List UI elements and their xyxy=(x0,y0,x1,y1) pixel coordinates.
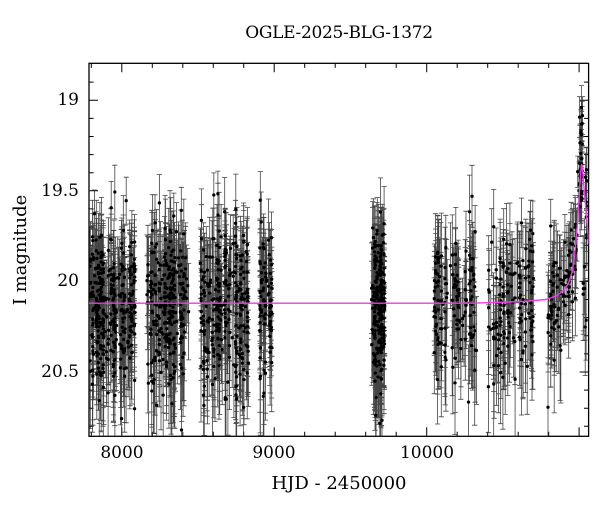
chart-title: OGLE-2025-BLG-1372 xyxy=(245,23,433,43)
x-tick-label-10000: 10000 xyxy=(399,443,455,463)
y-tick-label-19p5: 19.5 xyxy=(41,181,79,201)
y-tick-label-20: 20 xyxy=(57,271,79,291)
y-tick-label-19: 19 xyxy=(57,90,79,110)
x-tick-label-8000: 8000 xyxy=(100,443,144,463)
y-tick-label-20p5: 20.5 xyxy=(41,362,79,382)
x-axis-label: HJD - 2450000 xyxy=(271,473,407,494)
plot-frame xyxy=(88,62,590,437)
photometry-dots xyxy=(89,105,589,432)
x-tick-label-9000: 9000 xyxy=(252,443,296,463)
model-curve xyxy=(89,163,589,304)
data-points xyxy=(89,85,589,437)
error-bars xyxy=(89,85,589,437)
